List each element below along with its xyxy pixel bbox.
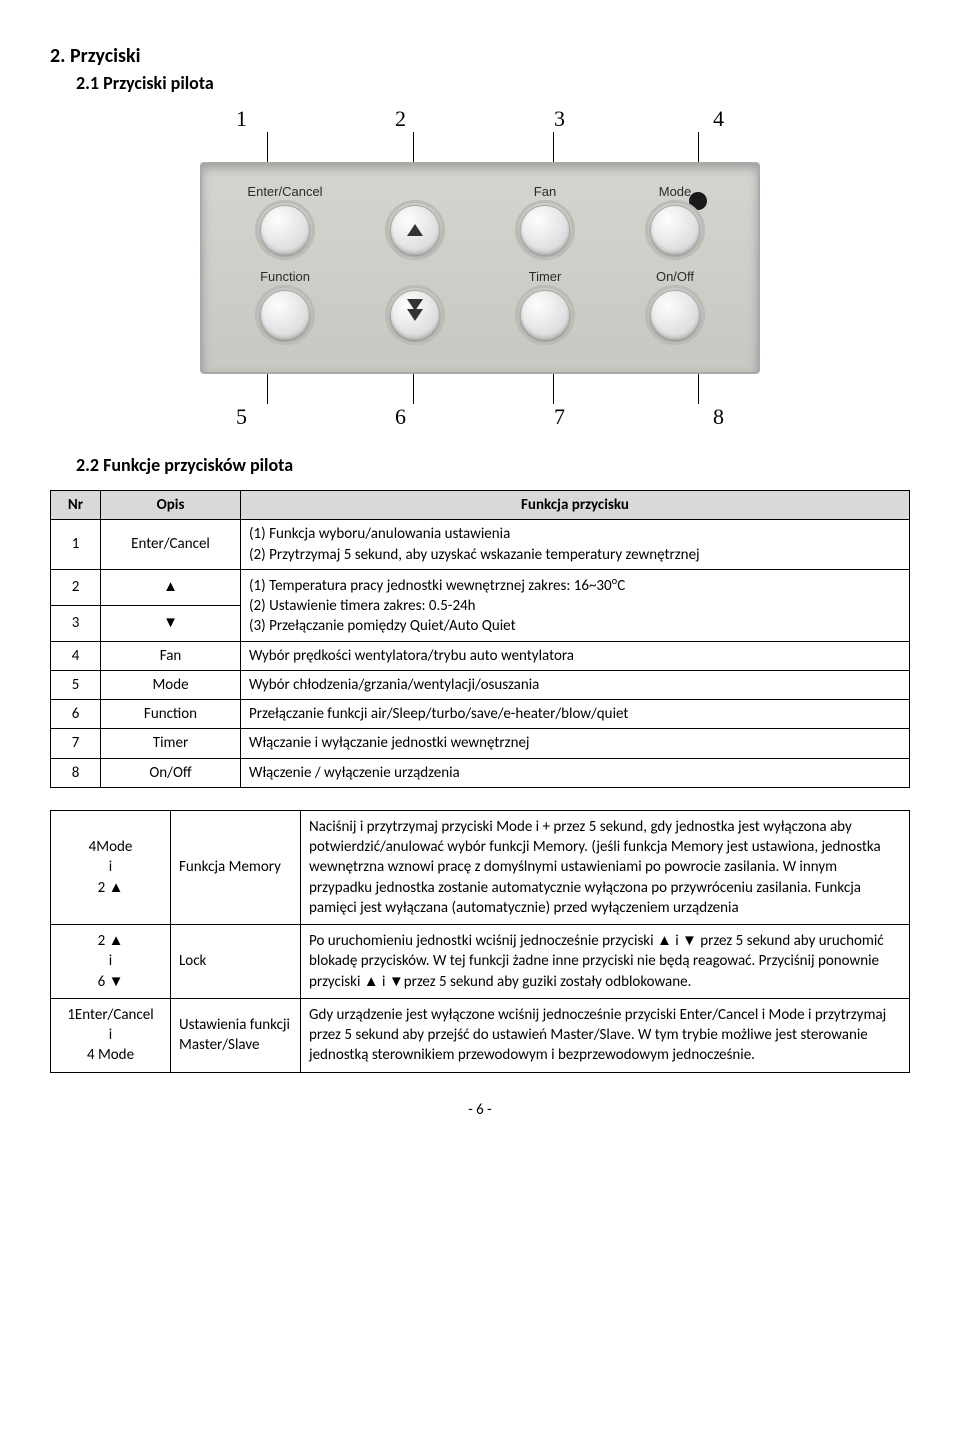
round-button [650,290,700,340]
button-enter-cancel: Enter/Cancel [220,184,350,255]
cell-combo: 4Modei2 ▲ [51,810,171,924]
callout-number: 3 [554,106,565,132]
button-label [413,269,417,284]
remote-panel: Enter/Cancel Fan Mode Function [200,162,760,374]
table-row: 4Modei2 ▲Funkcja MemoryNaciśnij i przytr… [51,810,910,924]
triangle-up-icon [407,224,423,236]
round-button [260,205,310,255]
cell-opis: Function [101,700,241,729]
cell-name: Lock [171,925,301,999]
button-function: Function [220,269,350,340]
cell-func: Przełączanie funkcji air/Sleep/turbo/sav… [241,700,910,729]
th-opis: Opis [101,491,241,520]
cell-opis: ▲ [101,569,241,605]
button-fan: Fan [480,184,610,255]
cell-desc: Po uruchomieniu jednostki wciśnij jednoc… [301,925,910,999]
cell-opis: ▼ [101,605,241,641]
button-label: Fan [534,184,556,199]
cell-func: Wybór prędkości wentylatora/trybu auto w… [241,641,910,670]
cell-desc: Gdy urządzenie jest wyłączone wciśnij je… [301,998,910,1072]
table-header-row: Nr Opis Funkcja przycisku [51,491,910,520]
table-row: 1Enter/Canceli4 ModeUstawienia funkcji M… [51,998,910,1072]
heading-2: 2. Przyciski [50,44,910,68]
table-row: 2▲(1) Temperatura pracy jednostki wewnęt… [51,569,910,605]
cell-nr: 1 [51,520,101,570]
callout-number: 8 [713,404,724,430]
callout-number: 6 [395,404,406,430]
button-label: On/Off [656,269,694,284]
callout-number: 4 [713,106,724,132]
round-button [520,290,570,340]
tick-row-top [200,132,760,162]
cell-nr: 6 [51,700,101,729]
heading-2-1: 2.1 Przyciski pilota [76,72,910,94]
round-button [390,290,440,340]
table-row: 7TimerWłączanie i wyłączanie jednostki w… [51,729,910,758]
cell-combo: 2 ▲i6 ▼ [51,925,171,999]
cell-opis: Enter/Cancel [101,520,241,570]
th-nr: Nr [51,491,101,520]
cell-func: (1) Temperatura pracy jednostki wewnętrz… [241,569,910,641]
cell-name: Ustawienia funkcji Master/Slave [171,998,301,1072]
combinations-table: 4Modei2 ▲Funkcja MemoryNaciśnij i przytr… [50,810,910,1073]
button-label [413,184,417,199]
button-onoff: On/Off [610,269,740,340]
cell-nr: 5 [51,670,101,699]
button-row-top: Enter/Cancel Fan Mode [220,184,740,255]
triangle-down-icon [407,309,423,321]
button-row-bottom: Function Timer On/Off [220,269,740,340]
table-row: 2 ▲i6 ▼LockPo uruchomieniu jednostki wci… [51,925,910,999]
cell-opis: Fan [101,641,241,670]
cell-func: Włączanie i wyłączanie jednostki wewnętr… [241,729,910,758]
remote-figure: 1 2 3 4 Enter/Cancel Fan Mode [200,106,760,430]
cell-opis: On/Off [101,758,241,787]
cell-combo: 1Enter/Canceli4 Mode [51,998,171,1072]
cell-nr: 4 [51,641,101,670]
th-func: Funkcja przycisku [241,491,910,520]
table-row: 6FunctionPrzełączanie funkcji air/Sleep/… [51,700,910,729]
table-row: 8On/OffWłączenie / wyłączenie urządzenia [51,758,910,787]
table-row: 4FanWybór prędkości wentylatora/trybu au… [51,641,910,670]
tick-row-bottom [200,374,760,404]
page-footer: - 6 - [50,1101,910,1119]
cell-nr: 3 [51,605,101,641]
cell-func: Włączenie / wyłączenie urządzenia [241,758,910,787]
button-label: Timer [529,269,562,284]
table-row: 1Enter/Cancel(1) Funkcja wyboru/anulowan… [51,520,910,570]
button-down [350,269,480,340]
round-button [390,205,440,255]
callout-number: 2 [395,106,406,132]
cell-func: (1) Funkcja wyboru/anulowania ustawienia… [241,520,910,570]
round-button [650,205,700,255]
cell-nr: 2 [51,569,101,605]
cell-opis: Mode [101,670,241,699]
round-button [260,290,310,340]
cell-nr: 7 [51,729,101,758]
heading-2-2: 2.2 Funkcje przycisków pilota [76,454,910,476]
cell-nr: 8 [51,758,101,787]
button-mode: Mode [610,184,740,255]
button-label: Function [260,269,310,284]
bottom-number-row: 5 6 7 8 [200,404,760,430]
functions-table: Nr Opis Funkcja przycisku 1Enter/Cancel(… [50,490,910,788]
indicator-dot-icon [689,192,707,210]
top-number-row: 1 2 3 4 [200,106,760,132]
callout-number: 7 [554,404,565,430]
callout-number: 5 [236,404,247,430]
cell-name: Funkcja Memory [171,810,301,924]
cell-func: Wybór chłodzenia/grzania/wentylacji/osus… [241,670,910,699]
button-up [350,184,480,255]
callout-number: 1 [236,106,247,132]
cell-opis: Timer [101,729,241,758]
round-button [520,205,570,255]
cell-desc: Naciśnij i przytrzymaj przyciski Mode i … [301,810,910,924]
button-timer: Timer [480,269,610,340]
table-row: 5ModeWybór chłodzenia/grzania/wentylacji… [51,670,910,699]
button-label: Mode [659,184,692,199]
button-label: Enter/Cancel [247,184,322,199]
